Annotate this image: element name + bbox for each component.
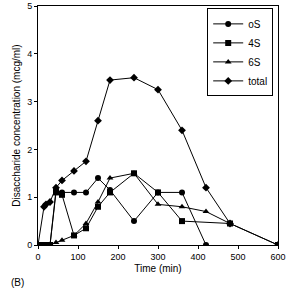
svg-text:200: 200	[110, 252, 125, 262]
svg-text:300: 300	[150, 252, 165, 262]
svg-text:0: 0	[27, 240, 32, 250]
svg-text:4S: 4S	[248, 38, 261, 49]
svg-text:4: 4	[27, 49, 32, 59]
svg-text:total: total	[248, 76, 267, 87]
svg-text:500: 500	[230, 252, 245, 262]
svg-text:2: 2	[27, 145, 32, 155]
svg-text:Time (min): Time (min)	[134, 263, 181, 274]
svg-text:0: 0	[35, 252, 40, 262]
svg-text:100: 100	[70, 252, 85, 262]
svg-text:Disaccharide concentration (mc: Disaccharide concentration (mcg/ml)	[11, 44, 22, 206]
svg-text:(B): (B)	[11, 277, 24, 288]
svg-text:600: 600	[270, 252, 285, 262]
svg-text:400: 400	[190, 252, 205, 262]
svg-text:5: 5	[27, 1, 32, 11]
svg-text:1: 1	[27, 192, 32, 202]
svg-text:3: 3	[27, 97, 32, 107]
svg-text:6S: 6S	[248, 57, 261, 68]
svg-text:oS: oS	[248, 19, 261, 30]
